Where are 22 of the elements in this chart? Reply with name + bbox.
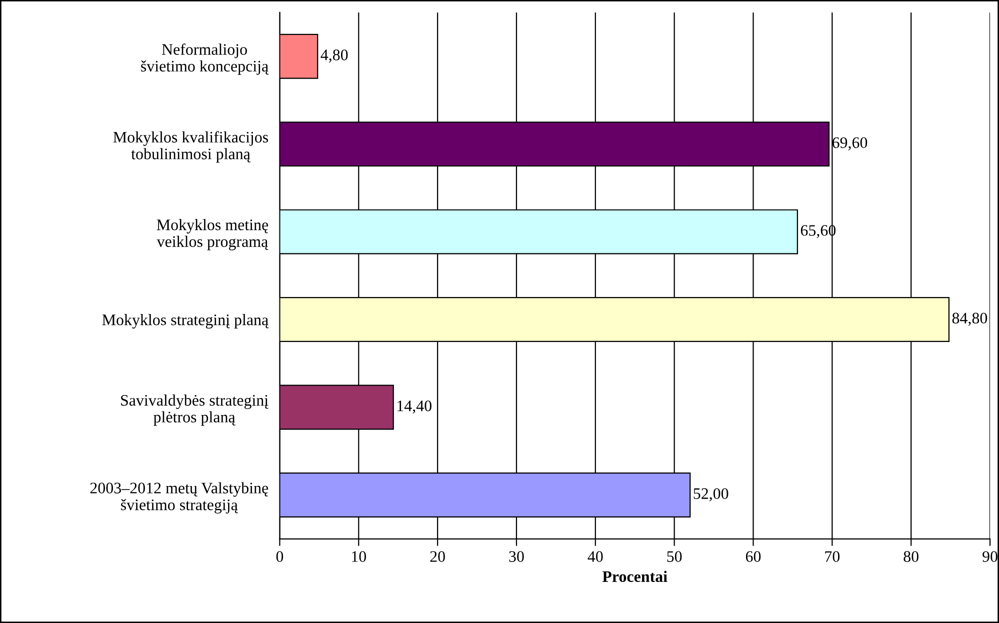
x-tick-label: 90 [982, 551, 998, 562]
data-label: 14,40 [398, 400, 432, 414]
y-tick-label: Mokyklos metinę veiklos programą [156, 219, 268, 250]
y-tick-label: Savivaldybės strateginį plėtros planą [121, 394, 268, 426]
x-tick-label: 30 [509, 551, 524, 562]
data-label: 4,80 [320, 50, 348, 63]
data-label: 69,60 [832, 137, 868, 150]
x-tick-label: 70 [825, 551, 840, 562]
data-label: 84,80 [952, 312, 988, 326]
y-tick-label: Mokyklos kvalifikacijos tobulinimosi planą [113, 131, 268, 163]
y-tick-label: Mokyklos strateginį planą [102, 314, 269, 329]
x-tick-label: 40 [588, 551, 603, 562]
x-tick-label: 50 [667, 551, 682, 562]
x-axis-title: Procentai [602, 570, 668, 582]
x-tick-label: 60 [746, 551, 761, 562]
y-tick-label: 2003–2012 metų Valstybinę švietimo strategiją [90, 482, 268, 514]
x-tick-label: 10 [352, 551, 366, 562]
x-tick-label: 80 [904, 551, 918, 562]
x-tick-label: 0 [276, 551, 284, 562]
x-tick-label: 20 [430, 551, 445, 562]
data-label: 52,00 [694, 488, 728, 502]
y-tick-label: Neformaliojo švietimo koncepciją [141, 43, 269, 75]
